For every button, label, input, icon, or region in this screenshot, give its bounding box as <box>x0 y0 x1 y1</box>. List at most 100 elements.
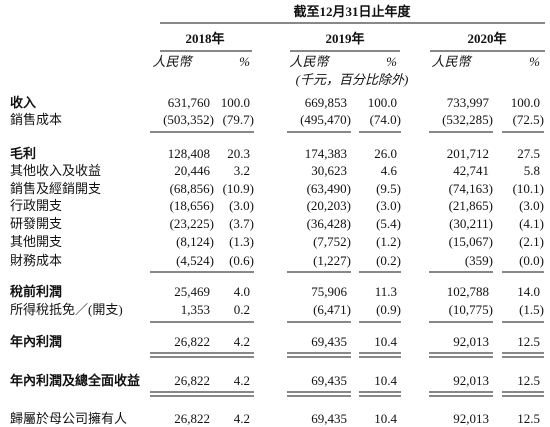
cell: 25,469 <box>174 284 210 299</box>
column-header: % <box>386 54 397 69</box>
cell: 4.6 <box>381 163 398 178</box>
cell: (532,285) <box>442 112 493 127</box>
row-label: 行政開支 <box>10 198 62 213</box>
cell: 27.5 <box>517 146 540 161</box>
cell: 100.0 <box>511 95 540 110</box>
cell: 733,997 <box>447 95 490 110</box>
year-header: 2019年 <box>325 31 364 46</box>
row-label: 稅前利潤 <box>10 284 62 299</box>
cell: 4.0 <box>234 284 250 299</box>
cell: (68,856) <box>170 181 214 196</box>
cell: (503,352) <box>163 112 214 127</box>
cell: (4,524) <box>176 253 214 268</box>
cell: (3.0) <box>519 198 544 213</box>
column-header: 人民幣 <box>152 54 193 69</box>
unit-note: (千元，百分比除外) <box>296 72 409 87</box>
cell: (0.6) <box>229 253 254 268</box>
cell: (10.1) <box>513 181 544 196</box>
cell: 10.4 <box>374 373 397 388</box>
cell: (2.1) <box>519 234 544 249</box>
row-label: 歸屬於母公司擁有人 <box>10 411 127 426</box>
cell: (15,067) <box>449 234 493 249</box>
cell: 92,013 <box>453 373 489 388</box>
cell: 26,822 <box>174 334 210 349</box>
row-label: 銷售及經銷開支 <box>10 181 101 196</box>
cell: (3.7) <box>229 216 254 231</box>
cell: 201,712 <box>447 146 489 161</box>
cell: (74.0) <box>370 112 401 127</box>
cell: (1.2) <box>376 234 401 249</box>
cell: 20,446 <box>174 163 210 178</box>
cell: (79.7) <box>223 112 254 127</box>
cell: (0.0) <box>519 253 544 268</box>
year-header: 2018年 <box>185 31 224 46</box>
row-label: 年內利潤及總全面收益 <box>10 373 140 388</box>
year-header: 2020年 <box>467 31 506 46</box>
row-label: 毛利 <box>10 146 36 161</box>
cell: 20.3 <box>227 146 250 161</box>
column-header: % <box>529 54 540 69</box>
cell: 100.0 <box>221 95 250 110</box>
cell: (5.4) <box>376 216 401 231</box>
cell: (10,775) <box>449 302 493 317</box>
row-label: 研發開支 <box>10 216 62 231</box>
cell: 10.4 <box>374 411 397 426</box>
row-label: 所得稅抵免／(開支) <box>10 302 123 317</box>
cell: 69,435 <box>311 411 347 426</box>
cell: (9.5) <box>376 181 401 196</box>
cell: 26.0 <box>374 146 397 161</box>
cell: (1.5) <box>519 302 544 317</box>
cell: (63,490) <box>307 181 351 196</box>
column-header: % <box>239 54 250 69</box>
cell: 1,353 <box>181 302 210 317</box>
cell: (21,865) <box>449 198 493 213</box>
cell: (0.2) <box>376 253 401 268</box>
cell: (74,163) <box>449 181 493 196</box>
cell: 30,623 <box>311 163 347 178</box>
cell: (1,227) <box>313 253 351 268</box>
cell: (72.5) <box>513 112 544 127</box>
cell: 631,760 <box>168 95 210 110</box>
row-label: 收入 <box>10 95 36 110</box>
cell: 128,408 <box>168 146 210 161</box>
cell: 12.5 <box>517 411 540 426</box>
cell: (8,124) <box>176 234 214 249</box>
cell: 5.8 <box>524 163 540 178</box>
cell: 100.0 <box>368 95 397 110</box>
cell: 42,741 <box>453 163 489 178</box>
cell: (20,203) <box>307 198 351 213</box>
column-header: 人民幣 <box>289 54 330 69</box>
cell: (23,225) <box>170 216 214 231</box>
cell: 75,906 <box>311 284 347 299</box>
row-label: 銷售成本 <box>10 112 62 127</box>
column-header: 人民幣 <box>431 54 472 69</box>
cell: 69,435 <box>311 373 347 388</box>
cell: 92,013 <box>453 334 489 349</box>
cell: 174,383 <box>305 146 347 161</box>
cell: (495,470) <box>300 112 351 127</box>
cell: 69,435 <box>311 334 347 349</box>
cell: 26,822 <box>174 411 210 426</box>
cell: (36,428) <box>307 216 351 231</box>
cell: (3.0) <box>229 198 254 213</box>
cell: (0.9) <box>376 302 401 317</box>
cell: 26,822 <box>174 373 210 388</box>
cell: 3.2 <box>234 163 250 178</box>
cell: (30,211) <box>449 216 493 231</box>
cell: (3.0) <box>376 198 401 213</box>
cell: 12.5 <box>517 373 540 388</box>
cell: (18,656) <box>170 198 214 213</box>
cell: (10.9) <box>223 181 254 196</box>
cell: 4.2 <box>234 373 250 388</box>
cell: 669,853 <box>305 95 347 110</box>
cell: (4.1) <box>519 216 544 231</box>
cell: 14.0 <box>517 284 540 299</box>
cell: 4.2 <box>234 334 250 349</box>
cell: 10.4 <box>374 334 397 349</box>
cell: (1.3) <box>229 234 254 249</box>
cell: (7,752) <box>313 234 351 249</box>
row-label: 財務成本 <box>10 253 62 268</box>
cell: 0.2 <box>234 302 250 317</box>
row-label: 其他開支 <box>10 234 62 249</box>
